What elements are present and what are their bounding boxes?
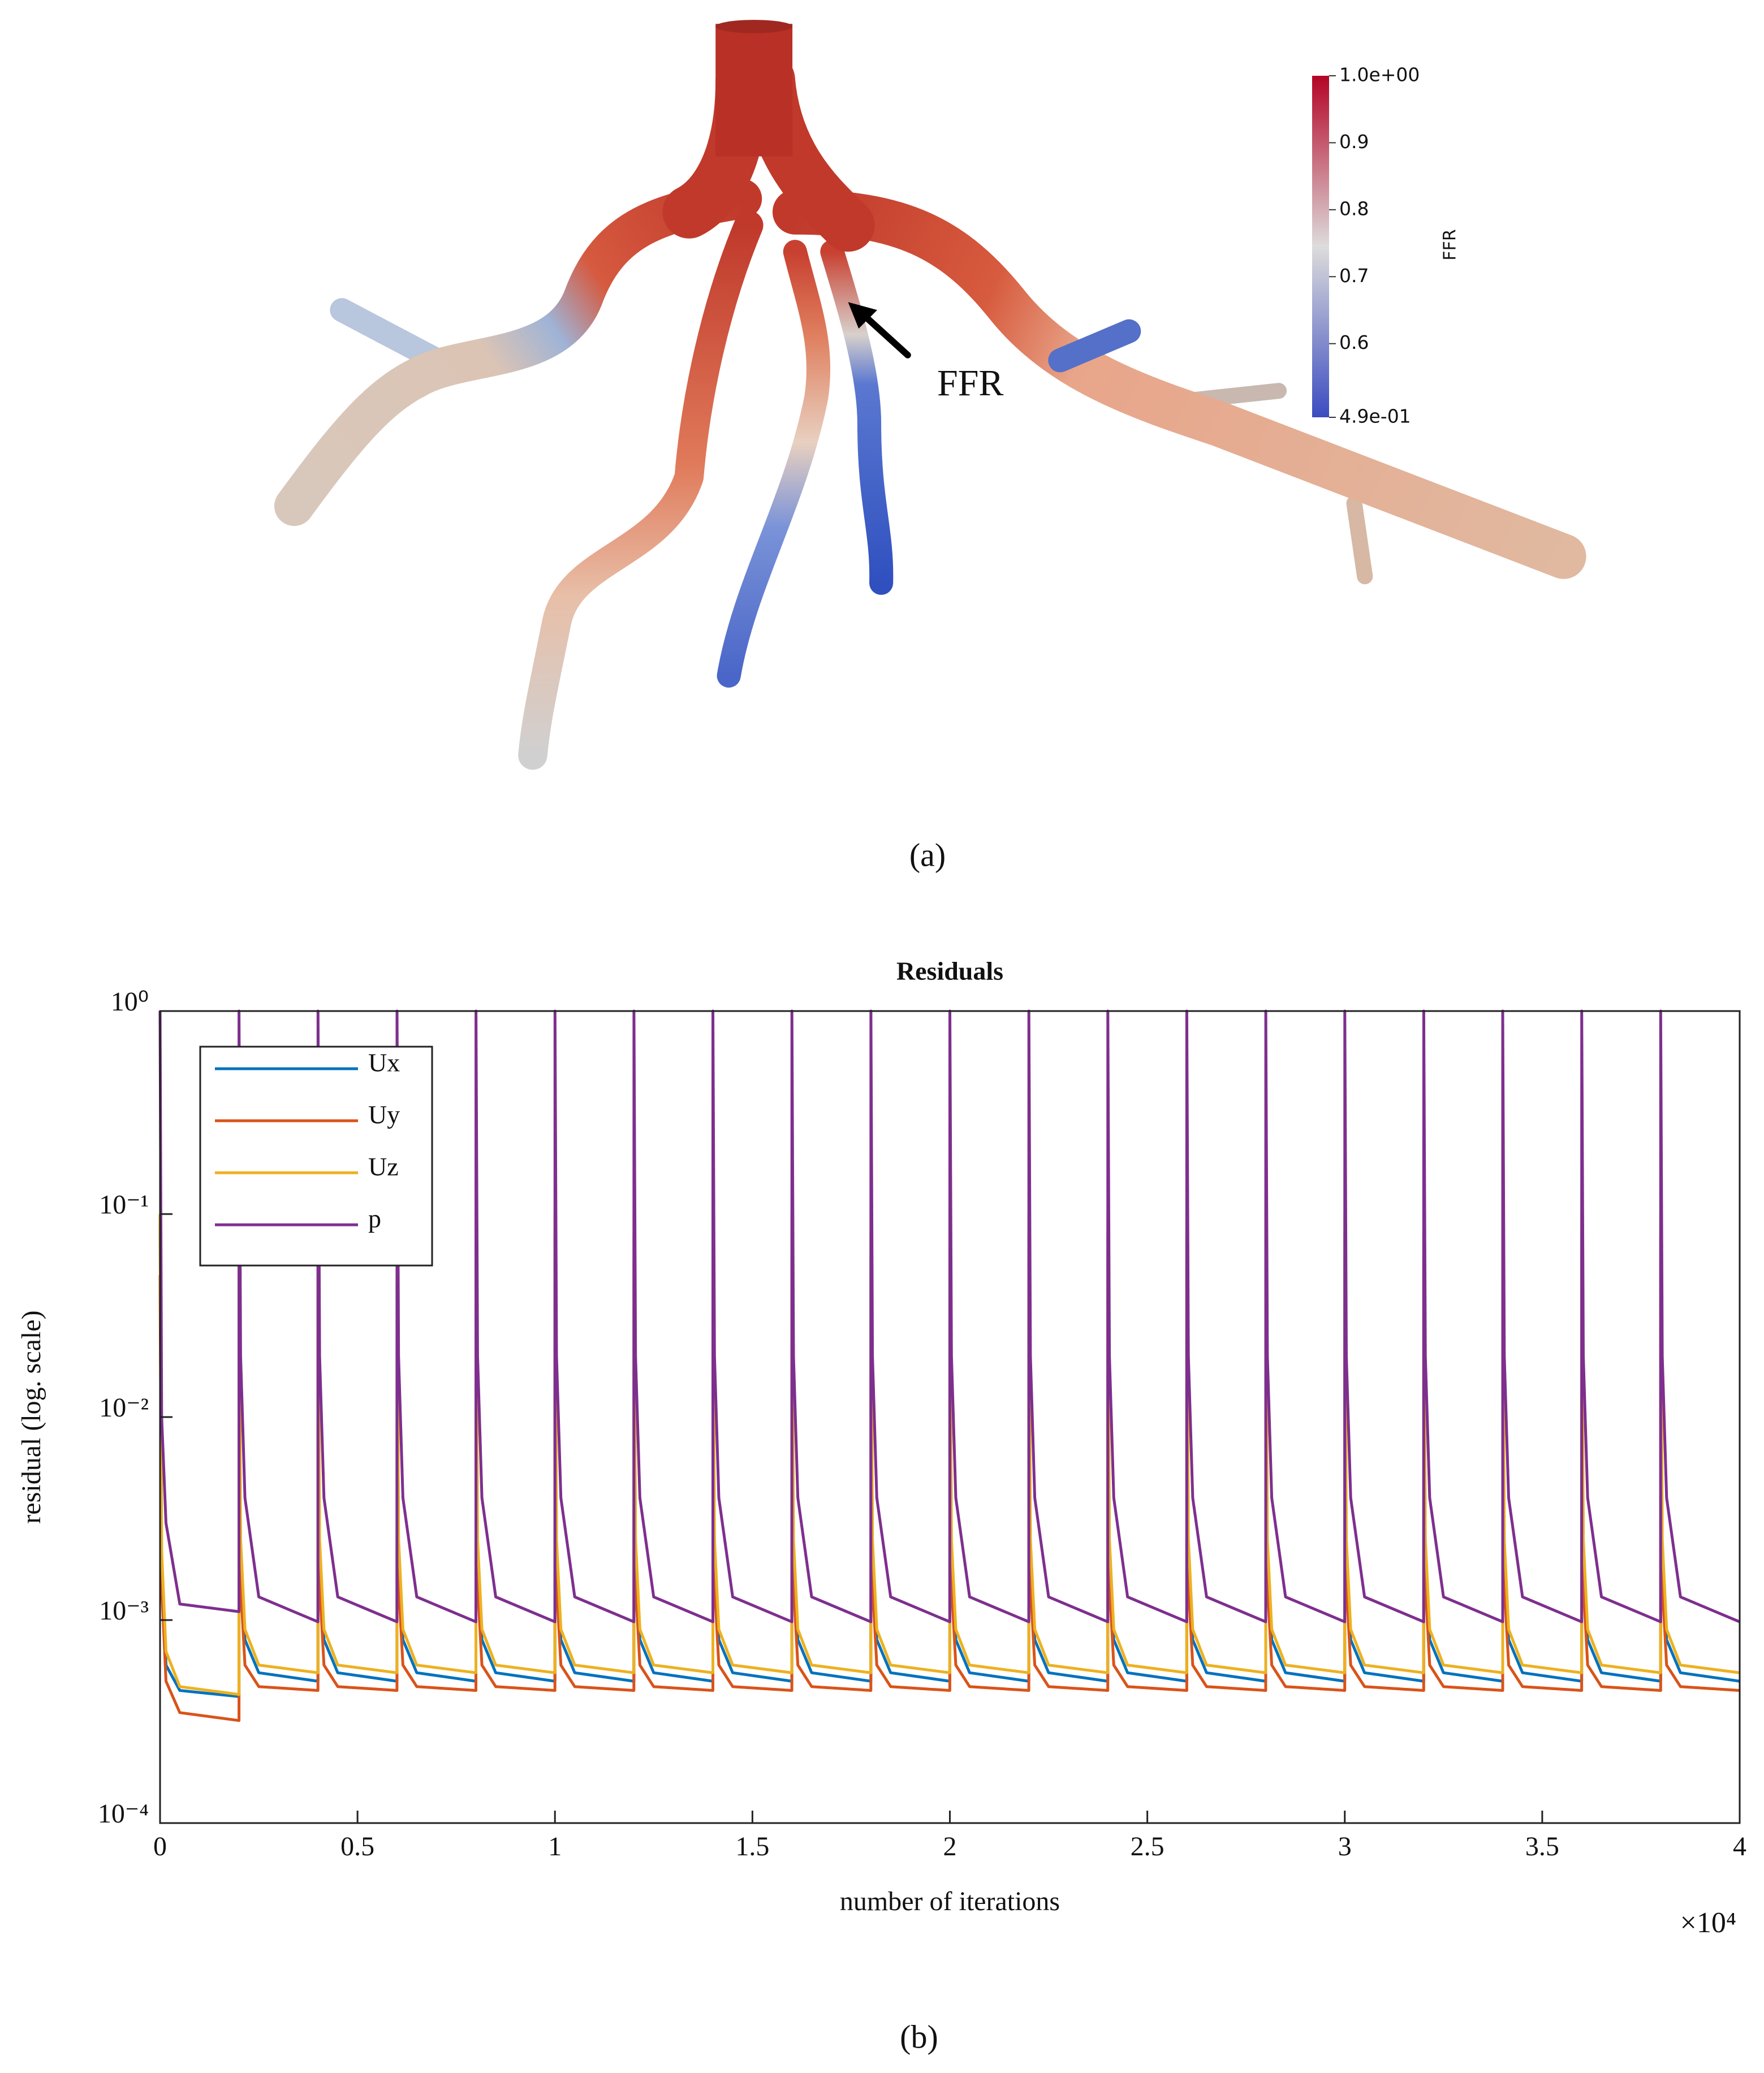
colorbar [1312, 76, 1329, 417]
colorbar-tick-label: 0.6 [1339, 331, 1369, 353]
arrowhead [848, 302, 878, 329]
y-axis-label: residual (log. scale) [16, 1310, 46, 1523]
legend-label: Uz [368, 1152, 399, 1181]
caption: (a) [909, 836, 946, 873]
caption: (b) [900, 2018, 938, 2055]
x-tick-label: 1.5 [735, 1832, 769, 1862]
arrow [860, 312, 911, 359]
legend-label: p [368, 1204, 381, 1233]
vessel [274, 179, 762, 526]
vessel-trunk [715, 24, 793, 157]
colorbar-tick-label: 0.7 [1339, 265, 1369, 287]
colorbar-tick-label: 0.8 [1339, 197, 1369, 219]
vessel [1048, 319, 1141, 373]
vessel [772, 189, 1586, 579]
vessel-trunk [715, 20, 793, 33]
chart-title: Residuals [896, 957, 1003, 986]
x-tick-label: 2 [943, 1832, 957, 1862]
colorbar-tick-label: 0.9 [1339, 131, 1369, 153]
x-tick-label: 3 [1338, 1832, 1352, 1862]
x-tick-label: 1 [548, 1832, 562, 1862]
y-tick-label: 10⁻⁴ [98, 1799, 149, 1829]
y-tick-label: 10⁻² [99, 1393, 149, 1423]
x-tick-label: 0 [153, 1832, 167, 1862]
x-tick-label: 2.5 [1131, 1832, 1165, 1862]
colorbar-label: FFR [1440, 229, 1460, 260]
vessel [330, 298, 450, 373]
x-tick-label: 0.5 [340, 1832, 374, 1862]
vessel [820, 240, 894, 595]
vessel [518, 210, 764, 770]
x-axis-label: number of iterations [840, 1886, 1060, 1916]
legend-label: Ux [368, 1048, 400, 1077]
vessel [717, 240, 831, 688]
x-tick-label: 4 [1733, 1832, 1746, 1862]
annotation: FFR [937, 362, 1003, 404]
series-line [158, 1009, 1740, 1623]
vessel-render [274, 20, 1586, 770]
legend-box [199, 1046, 433, 1267]
legend-label: Uy [368, 1100, 400, 1129]
colorbar-tick-label: 1.0e+00 [1339, 64, 1420, 86]
colorbar-tick-label: 4.9e-01 [1339, 405, 1411, 427]
y-tick-label: 10⁻¹ [99, 1190, 149, 1220]
vessel [1346, 495, 1373, 585]
x-tick-label: 3.5 [1525, 1832, 1559, 1862]
x-exponent-label: ×10⁴ [1680, 1907, 1736, 1939]
y-tick-label: 10⁻³ [99, 1596, 149, 1626]
y-tick-label: 10⁰ [111, 987, 149, 1017]
